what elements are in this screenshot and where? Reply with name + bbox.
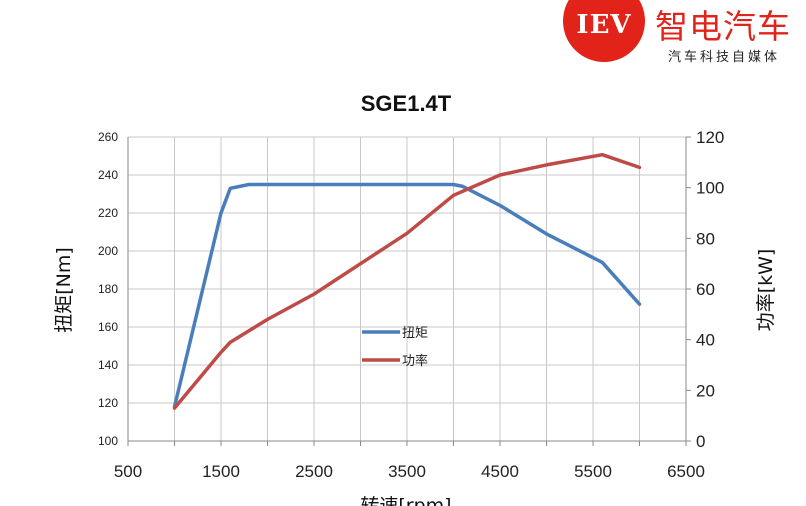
- y-axis-right-label: 功率[kW]: [755, 249, 777, 332]
- x-tick-label: 3500: [388, 462, 426, 481]
- y-tick-left-label: 220: [98, 206, 118, 220]
- chart-grid: [127, 136, 691, 446]
- y-tick-right-label: 0: [696, 432, 705, 451]
- chart-title: SGE1.4T: [361, 91, 452, 116]
- y-tick-left-label: 140: [98, 358, 118, 372]
- y-tick-left-label: 260: [98, 130, 118, 144]
- y-tick-left-label: 240: [98, 168, 118, 182]
- y-axis-left-label: 扭矩[Nm]: [53, 247, 75, 333]
- y-tick-left-label: 160: [98, 320, 118, 334]
- y-tick-right-label: 120: [696, 128, 724, 147]
- brand-tagline: 汽车科技自媒体: [668, 50, 781, 65]
- chart-ticks: 100 120 140 160 180 200 220 240 260 0 20 40 60 80 100 1…: [98, 128, 724, 481]
- x-tick-label: 500: [114, 462, 142, 481]
- y-tick-left-label: 100: [98, 434, 118, 448]
- y-tick-left-label: 200: [98, 244, 118, 258]
- y-tick-right-label: 60: [696, 280, 715, 299]
- logo-mark: IEV: [576, 10, 632, 40]
- x-tick-label: 5500: [574, 462, 612, 481]
- series-line-功率: [172, 152, 642, 410]
- y-tick-right-label: 80: [696, 229, 715, 248]
- y-tick-right-label: 40: [696, 331, 715, 350]
- y-tick-right-label: 20: [696, 381, 715, 400]
- legend-label: 扭矩: [402, 326, 428, 341]
- chart-lines: [172, 152, 642, 410]
- x-tick-label: 2500: [295, 462, 333, 481]
- y-tick-left-label: 120: [98, 396, 118, 410]
- x-axis-label: 转速[rpm]: [360, 495, 451, 506]
- x-tick-label: 4500: [481, 462, 519, 481]
- brand-name: 智电汽车: [655, 7, 791, 46]
- legend-label: 功率: [402, 353, 428, 369]
- x-tick-label: 6500: [667, 462, 705, 481]
- y-tick-right-label: 100: [696, 179, 724, 198]
- y-tick-left-label: 180: [98, 282, 118, 296]
- x-tick-label: 1500: [202, 462, 240, 481]
- series-line-扭矩: [172, 182, 642, 409]
